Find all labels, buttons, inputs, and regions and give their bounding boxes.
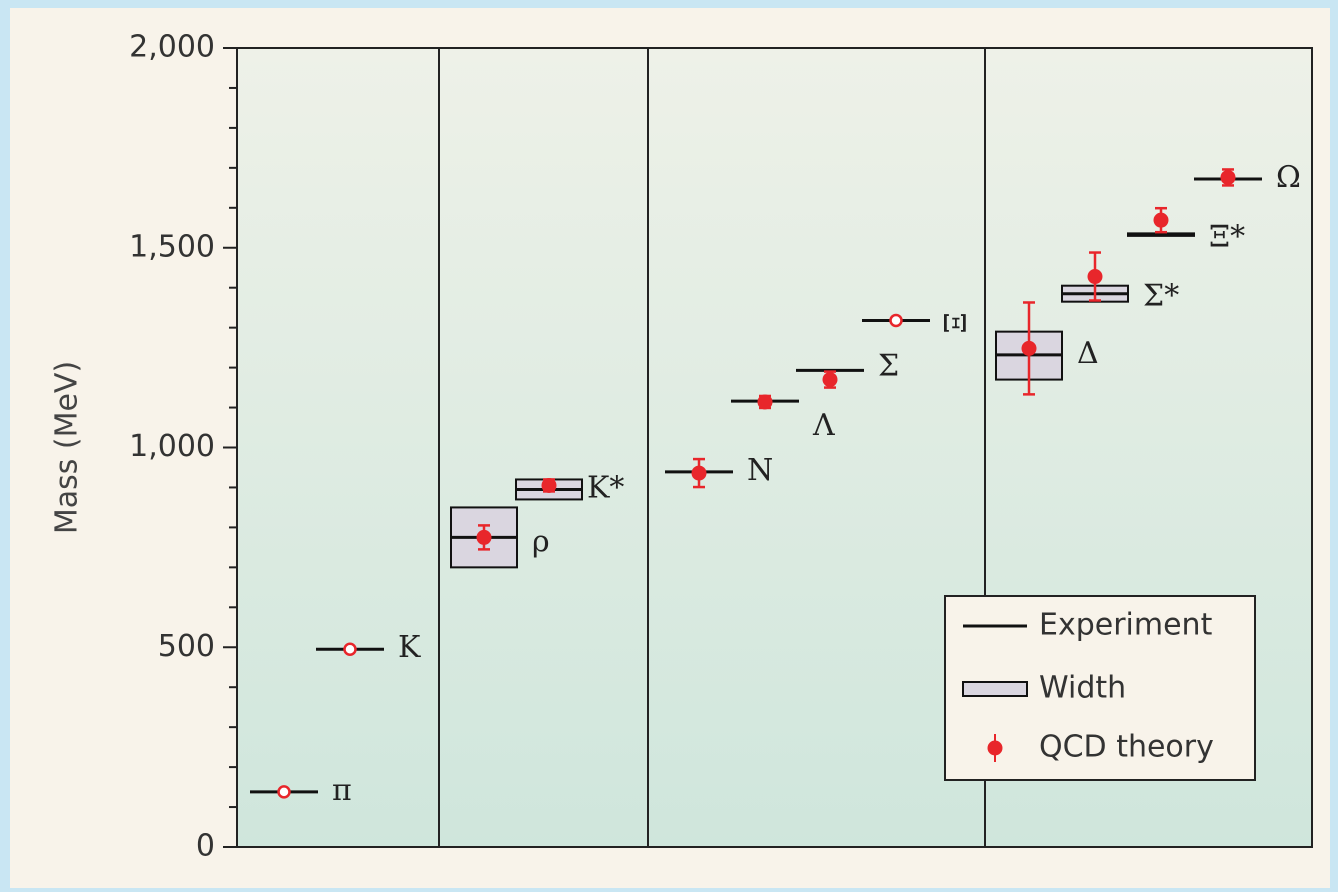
theory-marker xyxy=(277,785,291,799)
theory-marker xyxy=(476,529,492,545)
particle-3-3: Ω xyxy=(1194,160,1301,195)
particle-2-0: N xyxy=(665,453,773,489)
legend-theory-label: QCD theory xyxy=(1039,730,1214,765)
particle-0-0: π xyxy=(250,773,352,808)
y-tick-label: 1,500 xyxy=(129,229,215,264)
legend-theory-marker xyxy=(987,740,1003,756)
particle-1-0: ρ xyxy=(450,506,550,569)
particle-label: Ξ* xyxy=(1209,220,1245,255)
y-tick-label: 2,000 xyxy=(129,30,215,65)
legend-width-swatch xyxy=(962,681,1028,697)
legend-width-label: Width xyxy=(1039,671,1126,706)
particle-label: Λ xyxy=(812,408,835,443)
particle-2-1: Λ xyxy=(731,394,835,443)
theory-marker xyxy=(822,372,838,388)
particle-3-1: Σ* xyxy=(1061,251,1179,314)
theory-marker xyxy=(541,477,557,493)
theory-marker xyxy=(1220,169,1236,185)
y-tick-label: 0 xyxy=(196,829,215,864)
particle-3-2: Ξ* xyxy=(1127,206,1245,255)
particle-label: K xyxy=(398,630,421,665)
particle-1-1: K* xyxy=(515,470,624,505)
particle-label: K* xyxy=(587,470,624,505)
particle-label: π xyxy=(332,773,352,808)
theory-marker xyxy=(1021,340,1037,356)
particle-0-1: K xyxy=(316,630,421,665)
particle-label: Δ xyxy=(1077,336,1099,371)
y-tick-label: 500 xyxy=(158,629,215,664)
particle-label: Σ* xyxy=(1143,279,1179,314)
particle-label: Ω xyxy=(1276,160,1301,195)
y-axis-title: Mass (MeV) xyxy=(50,361,85,534)
particle-2-3: Ξ xyxy=(862,312,971,334)
legend-experiment-label: Experiment xyxy=(1039,608,1213,643)
theory-marker xyxy=(889,313,903,328)
particle-label: Σ xyxy=(878,348,899,383)
particle-label: N xyxy=(747,453,773,488)
particle-label: Ξ xyxy=(936,312,971,333)
plot-border xyxy=(236,47,1313,848)
y-tick-label: 1,000 xyxy=(129,429,215,464)
theory-marker xyxy=(1153,212,1169,228)
theory-marker xyxy=(691,465,707,481)
theory-marker xyxy=(757,394,773,410)
theory-marker xyxy=(1087,269,1103,285)
theory-marker xyxy=(343,642,357,656)
particle-3-0: Δ xyxy=(995,301,1099,396)
legend: Experiment Width QCD theory xyxy=(944,595,1256,781)
particle-label: ρ xyxy=(532,524,550,559)
particle-2-2: Σ xyxy=(796,348,899,389)
